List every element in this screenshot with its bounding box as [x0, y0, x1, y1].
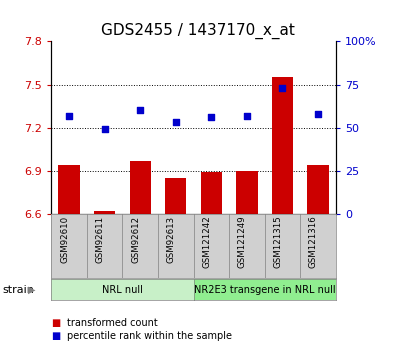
Point	[244, 113, 250, 118]
Text: GSM92611: GSM92611	[96, 216, 105, 263]
Text: ■: ■	[51, 318, 60, 327]
Point	[137, 108, 143, 113]
Text: GSM121315: GSM121315	[273, 216, 282, 268]
Point	[173, 120, 179, 125]
Bar	[94, 211, 115, 214]
Bar	[236, 171, 258, 214]
Point	[208, 115, 214, 120]
Bar	[272, 77, 293, 214]
Text: GSM92610: GSM92610	[60, 216, 69, 263]
Text: NR2E3 transgene in NRL null: NR2E3 transgene in NRL null	[194, 285, 335, 295]
Text: ▶: ▶	[28, 285, 36, 295]
Bar	[130, 161, 151, 214]
Text: transformed count: transformed count	[67, 318, 158, 327]
Point	[102, 127, 108, 132]
Text: strain: strain	[2, 285, 34, 295]
Text: ■: ■	[51, 332, 60, 341]
Bar	[58, 165, 80, 214]
Text: GSM121316: GSM121316	[309, 216, 318, 268]
Text: GSM92612: GSM92612	[131, 216, 140, 263]
Text: percentile rank within the sample: percentile rank within the sample	[67, 332, 232, 341]
Bar	[201, 172, 222, 214]
Point	[66, 113, 72, 118]
Text: NRL null: NRL null	[102, 285, 143, 295]
Text: GDS2455 / 1437170_x_at: GDS2455 / 1437170_x_at	[101, 22, 294, 39]
Text: GSM121242: GSM121242	[202, 216, 211, 268]
Point	[315, 111, 321, 117]
Text: GSM121249: GSM121249	[238, 216, 247, 268]
Point	[279, 85, 286, 91]
Text: GSM92613: GSM92613	[167, 216, 176, 263]
Bar	[307, 165, 329, 214]
Bar	[165, 178, 186, 214]
